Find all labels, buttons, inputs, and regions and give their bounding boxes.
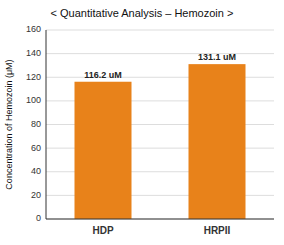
bars <box>75 64 246 219</box>
y-ticks: 0 20 40 60 80 100 120 140 160 <box>26 24 41 223</box>
bar <box>75 82 132 219</box>
x-tick-label: HRPII <box>204 225 231 236</box>
y-grid <box>46 30 274 219</box>
data-labels: 116.2 uM 131.1 uM <box>84 52 236 80</box>
y-tick-label: 140 <box>26 48 41 58</box>
chart-container: 0 20 40 60 80 100 120 140 160 116.2 uM 131.1 uM HDP… <box>0 0 284 245</box>
grid-line <box>46 30 274 31</box>
x-axis-line <box>46 219 274 220</box>
bar <box>189 64 246 219</box>
y-tick-label: 160 <box>26 24 41 34</box>
y-tick-label: 40 <box>31 166 41 176</box>
y-tick-label: 20 <box>31 190 41 200</box>
y-tick-label: 60 <box>31 143 41 153</box>
y-tick-label: 0 <box>36 213 41 223</box>
y-tick-label: 100 <box>26 95 41 105</box>
data-label: 131.1 uM <box>198 52 236 62</box>
grid-line <box>46 219 274 220</box>
y-tick-label: 120 <box>26 72 41 82</box>
y-axis-label: Concentration of Hemozoin (μM) <box>4 59 14 189</box>
title: < Quantitative Analysis – Hemozoin > <box>51 7 234 19</box>
data-label: 116.2 uM <box>84 70 122 80</box>
x-tick-label: HDP <box>92 225 113 236</box>
y-tick-label: 80 <box>31 119 41 129</box>
grid-line <box>46 53 274 54</box>
y-axis-line <box>46 30 47 219</box>
x-tick-labels: HDP HRPII <box>92 225 230 236</box>
chart-svg: 0 20 40 60 80 100 120 140 160 116.2 uM 131.1 uM HDP… <box>0 0 284 245</box>
